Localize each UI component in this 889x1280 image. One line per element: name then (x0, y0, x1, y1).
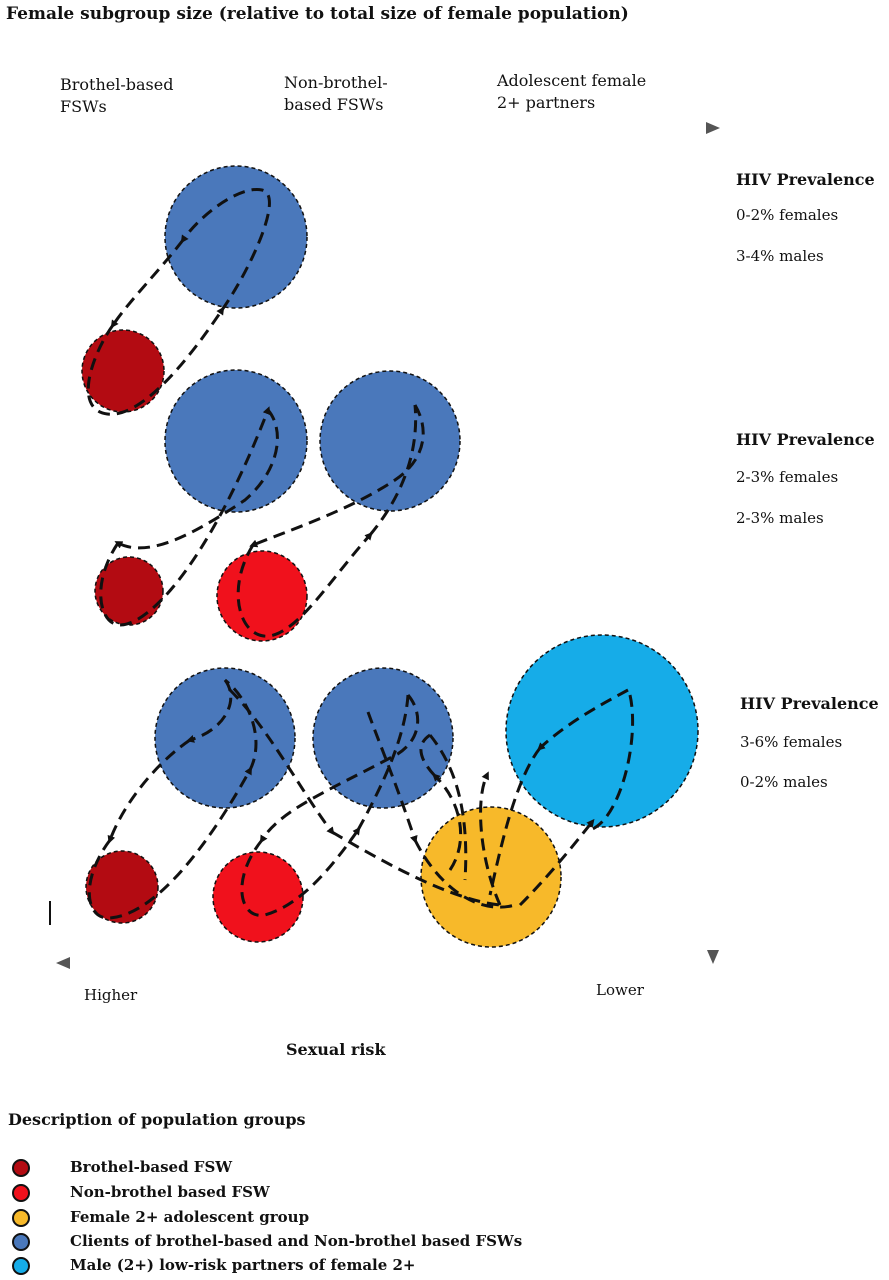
legend-title: Description of population groups (8, 1110, 306, 1129)
loop-line (428, 734, 468, 881)
client-circle (164, 165, 308, 309)
brothel-fsw-circle (81, 329, 165, 413)
legend-label: Male (2+) low-risk partners of female 2+ (70, 1256, 416, 1274)
loop-line (413, 839, 516, 909)
prevalence-females-2: 2-3% females (736, 468, 839, 486)
loop-arrow (589, 694, 635, 832)
client-circle (154, 667, 296, 809)
group-1 (81, 165, 308, 413)
loop-arrow (86, 306, 225, 416)
column-label-adolescent: Adolescent female 2+ partners (497, 71, 647, 112)
column-label-brothel: Brothel-based FSWs (60, 75, 174, 116)
prevalence-males-3: 0-2% males (740, 773, 828, 791)
axis-lower-label: Lower (596, 981, 644, 999)
loop-arrow (240, 826, 361, 917)
legend-swatch (12, 1257, 30, 1275)
legend-swatch (12, 1233, 30, 1251)
prevalence-females-3: 3-6% females (740, 733, 843, 751)
legend-label: Brothel-based FSW (70, 1158, 233, 1176)
loop-arrow (180, 187, 271, 311)
brothel-fsw-circle (94, 556, 164, 626)
loop-arrow (366, 711, 418, 844)
male-lowrisk-circle (505, 634, 699, 828)
loop-arrow (249, 404, 425, 548)
axis-higher-label: Higher (84, 986, 138, 1004)
loop-arrow (432, 773, 463, 871)
group-3 (85, 634, 699, 948)
prevalence-males-1: 3-4% males (736, 247, 824, 265)
loop-arrow (228, 688, 335, 836)
prevalence-heading-2: HIV Prevalence (736, 430, 875, 449)
loop-arrow (259, 694, 420, 844)
diagram-title: Female subgroup size (relative to total … (6, 4, 629, 24)
loop-arrow (87, 766, 252, 920)
legend-swatch (12, 1209, 30, 1227)
loop-arrow (99, 406, 271, 627)
loop-arrow (110, 239, 185, 329)
prevalence-heading-1: HIV Prevalence (736, 170, 875, 189)
group-2 (94, 369, 461, 642)
client-circle (164, 369, 308, 513)
nonbrothel-fsw-circle (212, 851, 304, 943)
loop-line (331, 830, 501, 907)
prevalence-males-2: 2-3% males (736, 509, 824, 527)
loop-arrow (419, 733, 437, 778)
loop-arrow (107, 738, 191, 844)
loop-line (488, 747, 542, 896)
transmission-loops (86, 187, 635, 920)
brothel-fsw-circle (85, 850, 159, 924)
loop-line (368, 404, 418, 536)
loop-arrow (186, 679, 233, 743)
prevalence-heading-3: HIV Prevalence (740, 694, 879, 713)
client-circle (319, 370, 461, 512)
loop-line (224, 678, 258, 771)
loop-arrow (479, 771, 502, 906)
prevalence-females-1: 0-2% females (736, 206, 839, 224)
loop-arrow (236, 532, 373, 638)
column-label-nonbrothel: Non-brothel- based FSWs (284, 73, 388, 114)
legend-swatch (12, 1159, 30, 1177)
loop-arrow (518, 818, 595, 907)
legend-label: Non-brothel based FSW (70, 1183, 270, 1201)
client-circle (312, 667, 454, 809)
legend-label: Clients of brothel-based and Non-brothel… (70, 1232, 523, 1250)
nonbrothel-fsw-circle (216, 550, 308, 642)
legend-swatch (12, 1184, 30, 1202)
axis-title: Sexual risk (286, 1040, 386, 1059)
loop-arrow (114, 409, 279, 550)
legend-label: Female 2+ adolescent group (70, 1208, 310, 1226)
loop-arrow (537, 688, 629, 751)
